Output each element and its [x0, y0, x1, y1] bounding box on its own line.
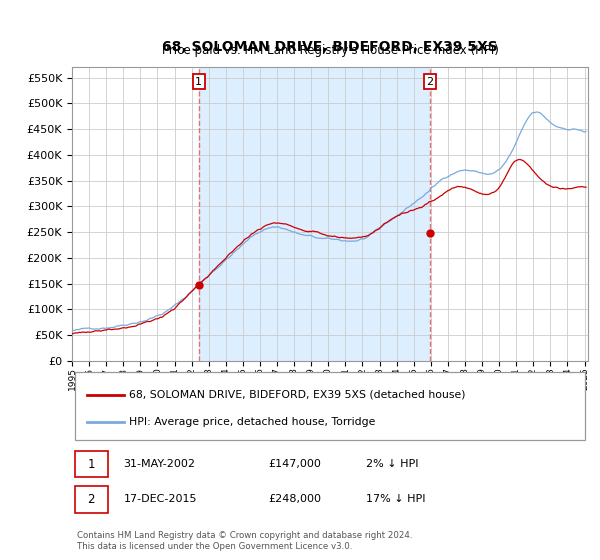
Text: £248,000: £248,000	[268, 494, 321, 505]
Text: Contains HM Land Registry data © Crown copyright and database right 2024.
This d: Contains HM Land Registry data © Crown c…	[77, 531, 413, 550]
Text: 1: 1	[88, 458, 95, 471]
Text: 68, SOLOMAN DRIVE, BIDEFORD, EX39 5XS (detached house): 68, SOLOMAN DRIVE, BIDEFORD, EX39 5XS (d…	[129, 390, 465, 400]
Text: £147,000: £147,000	[268, 459, 321, 469]
Text: 17-DEC-2015: 17-DEC-2015	[124, 494, 197, 505]
Text: HPI: Average price, detached house, Torridge: HPI: Average price, detached house, Torr…	[129, 417, 375, 427]
FancyBboxPatch shape	[74, 372, 586, 441]
Title: 68, SOLOMAN DRIVE, BIDEFORD, EX39 5XS: 68, SOLOMAN DRIVE, BIDEFORD, EX39 5XS	[162, 40, 498, 54]
Text: 2: 2	[427, 77, 434, 87]
Text: 1: 1	[195, 77, 202, 87]
FancyBboxPatch shape	[74, 451, 108, 478]
Text: 2% ↓ HPI: 2% ↓ HPI	[366, 459, 419, 469]
Text: 17% ↓ HPI: 17% ↓ HPI	[366, 494, 425, 505]
Text: 2: 2	[88, 493, 95, 506]
FancyBboxPatch shape	[74, 486, 108, 513]
Bar	[199, 67, 430, 361]
Text: 31-MAY-2002: 31-MAY-2002	[124, 459, 196, 469]
Text: Price paid vs. HM Land Registry's House Price Index (HPI): Price paid vs. HM Land Registry's House …	[161, 44, 499, 57]
